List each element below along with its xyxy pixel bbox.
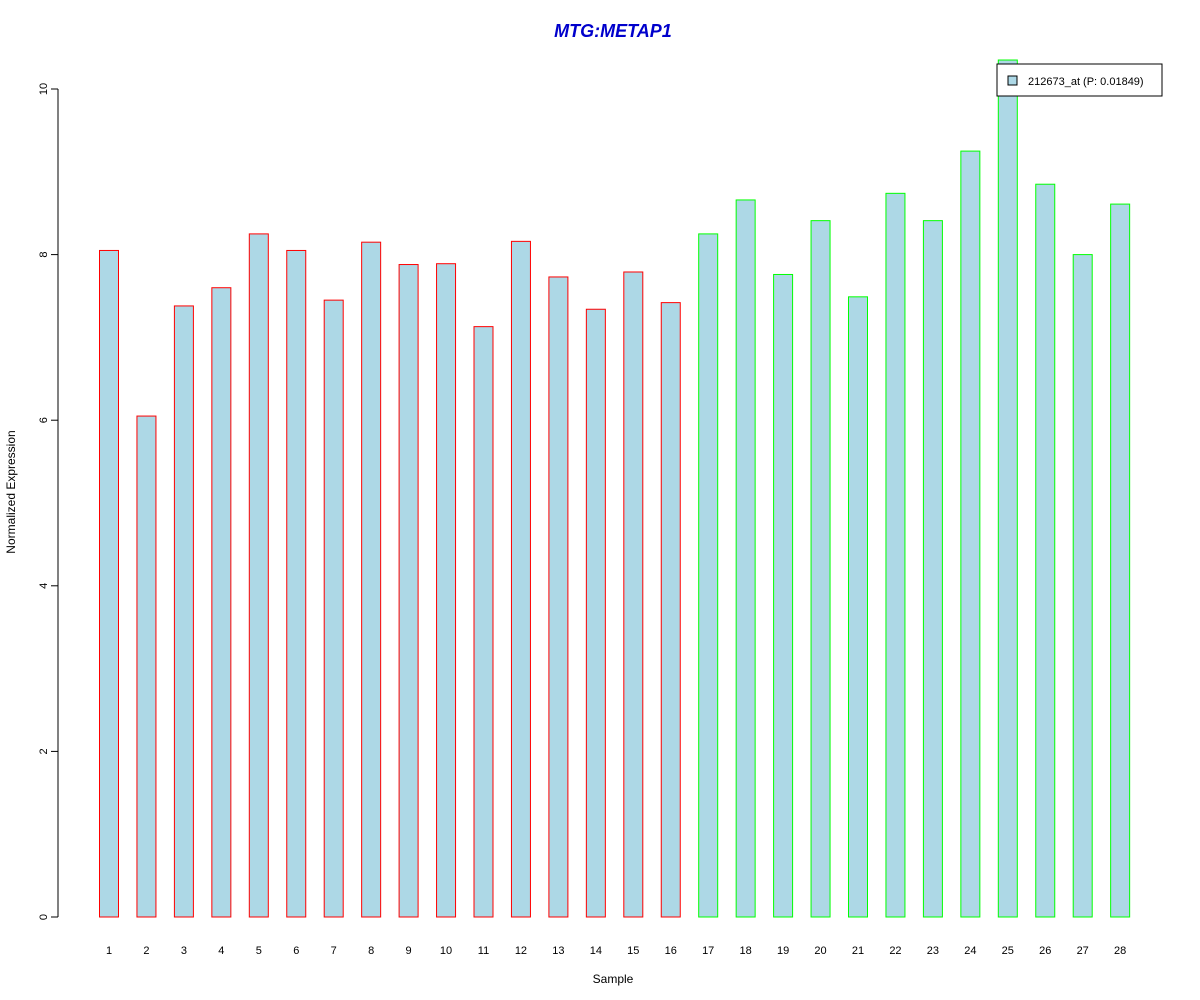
bar-sample-7	[323, 299, 344, 918]
x-tick-label: 12	[515, 945, 527, 957]
bar-sample-19	[773, 273, 794, 918]
x-tick-label: 11	[478, 945, 489, 957]
x-tick-label: 9	[406, 945, 412, 957]
x-tick-label: 25	[1002, 945, 1014, 957]
y-tick-label: 2	[38, 748, 50, 754]
x-tick-label: 24	[964, 945, 976, 957]
bar-sample-3	[173, 305, 194, 918]
x-tick-label: 7	[331, 945, 337, 957]
x-tick-label: 16	[665, 945, 677, 957]
x-tick-label: 2	[143, 945, 149, 957]
bar-sample-1	[99, 249, 119, 918]
x-tick-label: 10	[440, 945, 452, 957]
bar-sample-12	[510, 240, 531, 918]
bar-sample-21	[848, 296, 868, 918]
legend-swatch	[1007, 75, 1018, 86]
x-tick-label: 13	[552, 945, 564, 957]
bar-sample-25	[997, 59, 1018, 918]
bar-group	[99, 59, 1131, 918]
y-tick-label: 10	[38, 83, 50, 95]
legend-box	[996, 63, 1163, 97]
bar-sample-6	[286, 249, 307, 918]
bar-sample-11	[473, 326, 494, 918]
bar-sample-13	[548, 276, 569, 918]
bar-sample-26	[1035, 183, 1056, 918]
bar-sample-20	[810, 220, 831, 918]
bar-sample-14	[585, 308, 606, 918]
x-tick-label: 3	[181, 945, 187, 957]
x-tick-label: 15	[627, 945, 639, 957]
bar-sample-5	[248, 233, 269, 918]
bar-sample-23	[922, 220, 943, 918]
bar-sample-2	[136, 415, 157, 918]
x-tick-label: 28	[1114, 945, 1126, 957]
x-tick-label: 4	[218, 945, 224, 957]
bar-sample-18	[735, 199, 756, 918]
bar-sample-8	[361, 241, 382, 918]
x-tick-label: 20	[814, 945, 826, 957]
bar-sample-16	[660, 302, 681, 918]
x-tick-label: 19	[777, 945, 789, 957]
x-tick-label: 6	[293, 945, 299, 957]
y-tick-label: 8	[38, 252, 50, 258]
x-tick-label: 21	[852, 945, 864, 957]
x-tick-labels: 1 2 3 4 5 6 7 8 9 10 11 12 13 14 15 16 17 18 19 20 21 22 23 24 2…	[106, 945, 1126, 957]
legend-label: 212673_at (P: 0.01849)	[1028, 76, 1144, 88]
bar-sample-9	[398, 264, 419, 918]
bar-sample-4	[211, 287, 232, 918]
y-tick-label: 6	[38, 417, 50, 423]
chart-title: MTG:METAP1	[554, 21, 672, 41]
bar-sample-10	[436, 263, 457, 918]
x-tick-label: 27	[1077, 945, 1089, 957]
legend: 212673_at (P: 0.01849)	[996, 63, 1163, 97]
bar-sample-24	[960, 150, 981, 918]
bar-sample-15	[623, 271, 644, 918]
x-tick-label: 22	[889, 945, 901, 957]
x-tick-label: 17	[702, 945, 714, 957]
x-tick-label: 26	[1039, 945, 1051, 957]
x-tick-label: 23	[927, 945, 939, 957]
y-axis-label: Normalized Expression	[4, 430, 18, 553]
x-axis-label: Sample	[593, 972, 634, 986]
bar-sample-28	[1110, 203, 1131, 918]
x-tick-label: 18	[740, 945, 752, 957]
y-axis: 0 2 4 6 8 10	[38, 83, 59, 920]
x-tick-label: 1	[106, 945, 112, 957]
bar-sample-27	[1072, 254, 1093, 918]
x-tick-label: 5	[256, 945, 262, 957]
x-tick-label: 8	[368, 945, 374, 957]
y-tick-label: 4	[38, 583, 50, 589]
bar-sample-17	[698, 233, 719, 918]
bar-sample-22	[885, 192, 906, 918]
y-tick-label: 0	[38, 914, 50, 920]
x-tick-label: 14	[590, 945, 602, 957]
